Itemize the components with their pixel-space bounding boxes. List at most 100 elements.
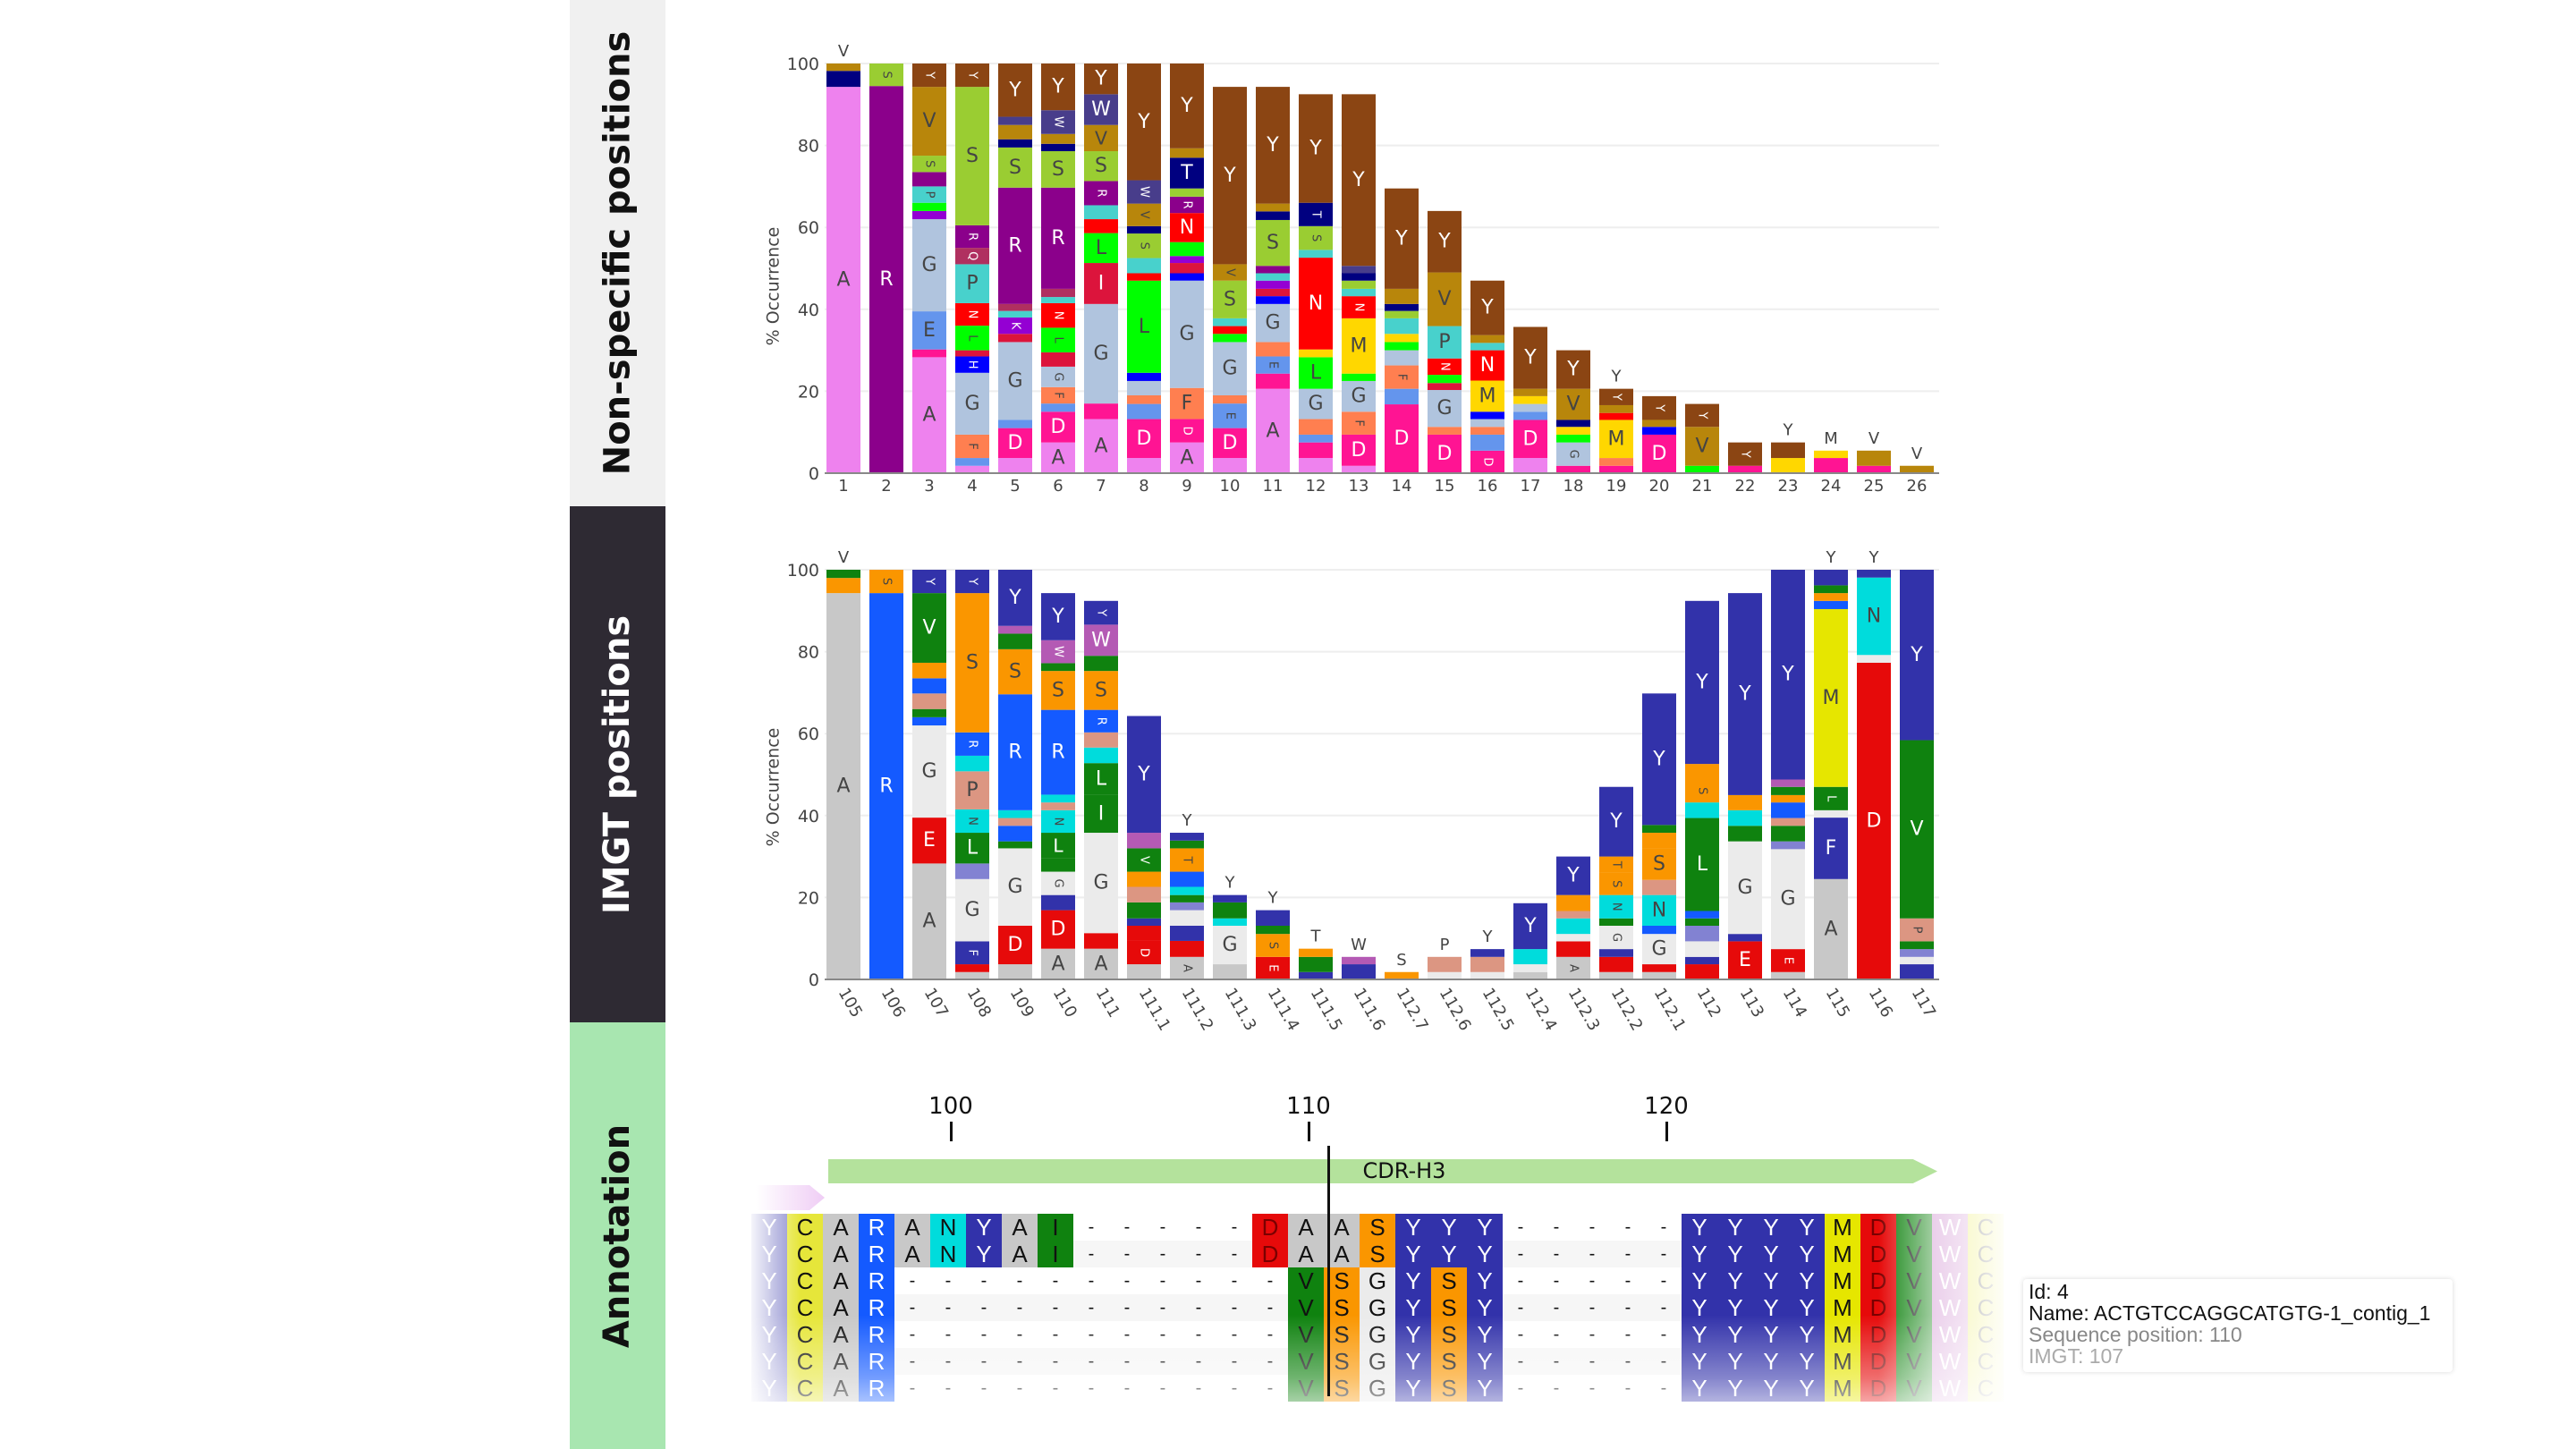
- segment-A[interactable]: [1513, 971, 1547, 979]
- residue-cell-A[interactable]: A: [1288, 1241, 1324, 1267]
- segment-F[interactable]: [1342, 964, 1376, 979]
- segment-V[interactable]: [1428, 272, 1462, 326]
- segment-G[interactable]: [1470, 971, 1504, 979]
- segment-P[interactable]: [1900, 918, 1934, 942]
- gap-cell[interactable]: -: [1195, 1217, 1202, 1237]
- residue-cell-A[interactable]: A: [894, 1214, 930, 1241]
- segment-N[interactable]: [1428, 358, 1462, 376]
- segment-G[interactable]: [1771, 849, 1805, 950]
- segment-T[interactable]: [1256, 211, 1290, 220]
- segment-D[interactable]: [1256, 373, 1290, 389]
- gap-cell[interactable]: -: [1553, 1271, 1560, 1291]
- segment-P[interactable]: [1299, 250, 1333, 258]
- residue-cell-R[interactable]: R: [859, 1214, 894, 1241]
- segment-T[interactable]: [1599, 856, 1633, 873]
- bar-18[interactable]: G VY: [1556, 350, 1590, 473]
- segment-Y[interactable]: [1642, 395, 1676, 420]
- segment-Y[interactable]: [1857, 570, 1891, 578]
- bar-116[interactable]: DN: [1857, 570, 1891, 979]
- residue-cell-Y[interactable]: Y: [1717, 1214, 1753, 1241]
- segment-P[interactable]: [1213, 318, 1247, 326]
- segment-N[interactable]: [1213, 326, 1247, 335]
- segment-G[interactable]: [1513, 403, 1547, 412]
- segment-N[interactable]: [1213, 918, 1247, 927]
- segment-L[interactable]: [998, 841, 1032, 849]
- segment-M[interactable]: [1814, 450, 1848, 459]
- segment-G[interactable]: [1857, 655, 1891, 663]
- segment-P[interactable]: [912, 186, 946, 203]
- segment-P[interactable]: [1041, 802, 1075, 810]
- segment-F[interactable]: [1342, 411, 1376, 435]
- segment-F[interactable]: [1599, 458, 1633, 466]
- segment-T[interactable]: [1041, 143, 1075, 152]
- segment-N[interactable]: [1170, 213, 1204, 242]
- bar-107[interactable]: A E G V Y: [912, 570, 946, 979]
- bar-9[interactable]: A D F G NR T Y: [1170, 64, 1204, 473]
- bar-113[interactable]: E G Y: [1728, 593, 1762, 979]
- segment-G[interactable]: [1342, 380, 1376, 412]
- segment-V[interactable]: [1771, 786, 1805, 795]
- gap-cell[interactable]: -: [1016, 1271, 1023, 1291]
- segment-T[interactable]: [826, 71, 860, 88]
- segment-V[interactable]: [1900, 740, 1934, 919]
- segment-W[interactable]: [1342, 956, 1376, 965]
- gap-cell[interactable]: -: [980, 1298, 987, 1318]
- segment-F[interactable]: [1599, 949, 1633, 957]
- segment-A[interactable]: [1213, 964, 1247, 979]
- bar-112.7[interactable]: [1385, 971, 1419, 979]
- segment-F[interactable]: [1170, 926, 1204, 941]
- segment-Y[interactable]: [1513, 326, 1547, 389]
- segment-I[interactable]: [1428, 383, 1462, 391]
- segment-R[interactable]: [1685, 911, 1719, 919]
- segment-P[interactable]: [1084, 205, 1118, 220]
- segment-S[interactable]: [869, 570, 903, 594]
- segment-I[interactable]: [1256, 288, 1290, 297]
- bar-111[interactable]: A G IL R S W Y: [1084, 600, 1118, 979]
- segment-D[interactable]: [1041, 910, 1075, 949]
- segment-E[interactable]: [912, 818, 946, 864]
- segment-P[interactable]: [1256, 273, 1290, 281]
- segment-P[interactable]: [1342, 288, 1376, 297]
- segment-F[interactable]: [1385, 365, 1419, 389]
- segment-R[interactable]: [1256, 266, 1290, 274]
- segment-R[interactable]: [998, 694, 1032, 810]
- segment-Y[interactable]: [1771, 442, 1805, 459]
- segment-L[interactable]: [1299, 956, 1333, 972]
- segment-R[interactable]: [912, 716, 946, 726]
- segment-F[interactable]: [955, 434, 989, 459]
- segment-N[interactable]: [1127, 273, 1161, 281]
- gap-cell[interactable]: -: [1267, 1271, 1274, 1291]
- gap-cell[interactable]: -: [1553, 1244, 1560, 1264]
- residue-cell-A[interactable]: A: [1002, 1241, 1038, 1267]
- segment-Y[interactable]: [1599, 786, 1633, 857]
- segment-D[interactable]: [1814, 458, 1848, 473]
- segment-Y[interactable]: [1814, 570, 1848, 586]
- segment-S[interactable]: [1084, 671, 1118, 710]
- residue-cell-Y[interactable]: Y: [1789, 1294, 1825, 1321]
- segment-V[interactable]: [1599, 404, 1633, 413]
- segment-L[interactable]: [1685, 465, 1719, 473]
- segment-L[interactable]: [1642, 825, 1676, 834]
- segment-F[interactable]: [1170, 387, 1204, 419]
- segment-Y[interactable]: [1470, 280, 1504, 335]
- segment-A[interactable]: [912, 357, 946, 473]
- segment-T[interactable]: [1170, 157, 1204, 189]
- segment-R[interactable]: [1814, 600, 1848, 609]
- segment-N[interactable]: [1599, 894, 1633, 919]
- segment-P[interactable]: [1470, 956, 1504, 972]
- bar-111.3[interactable]: G: [1213, 894, 1247, 979]
- segment-V[interactable]: [998, 633, 1032, 649]
- segment-A[interactable]: [1513, 458, 1547, 473]
- residue-cell-N[interactable]: N: [930, 1241, 966, 1267]
- segment-A[interactable]: [1299, 458, 1333, 473]
- bar-111.5[interactable]: [1299, 948, 1333, 979]
- segment-G[interactable]: [1685, 941, 1719, 957]
- segment-Y[interactable]: [912, 570, 946, 594]
- segment-R[interactable]: [912, 678, 946, 694]
- gap-cell[interactable]: -: [1589, 1217, 1596, 1237]
- segment-Q[interactable]: [1041, 288, 1075, 298]
- segment-D[interactable]: [1556, 465, 1590, 473]
- segment-G[interactable]: [1299, 388, 1333, 419]
- residue-cell-Y[interactable]: Y: [1431, 1214, 1467, 1241]
